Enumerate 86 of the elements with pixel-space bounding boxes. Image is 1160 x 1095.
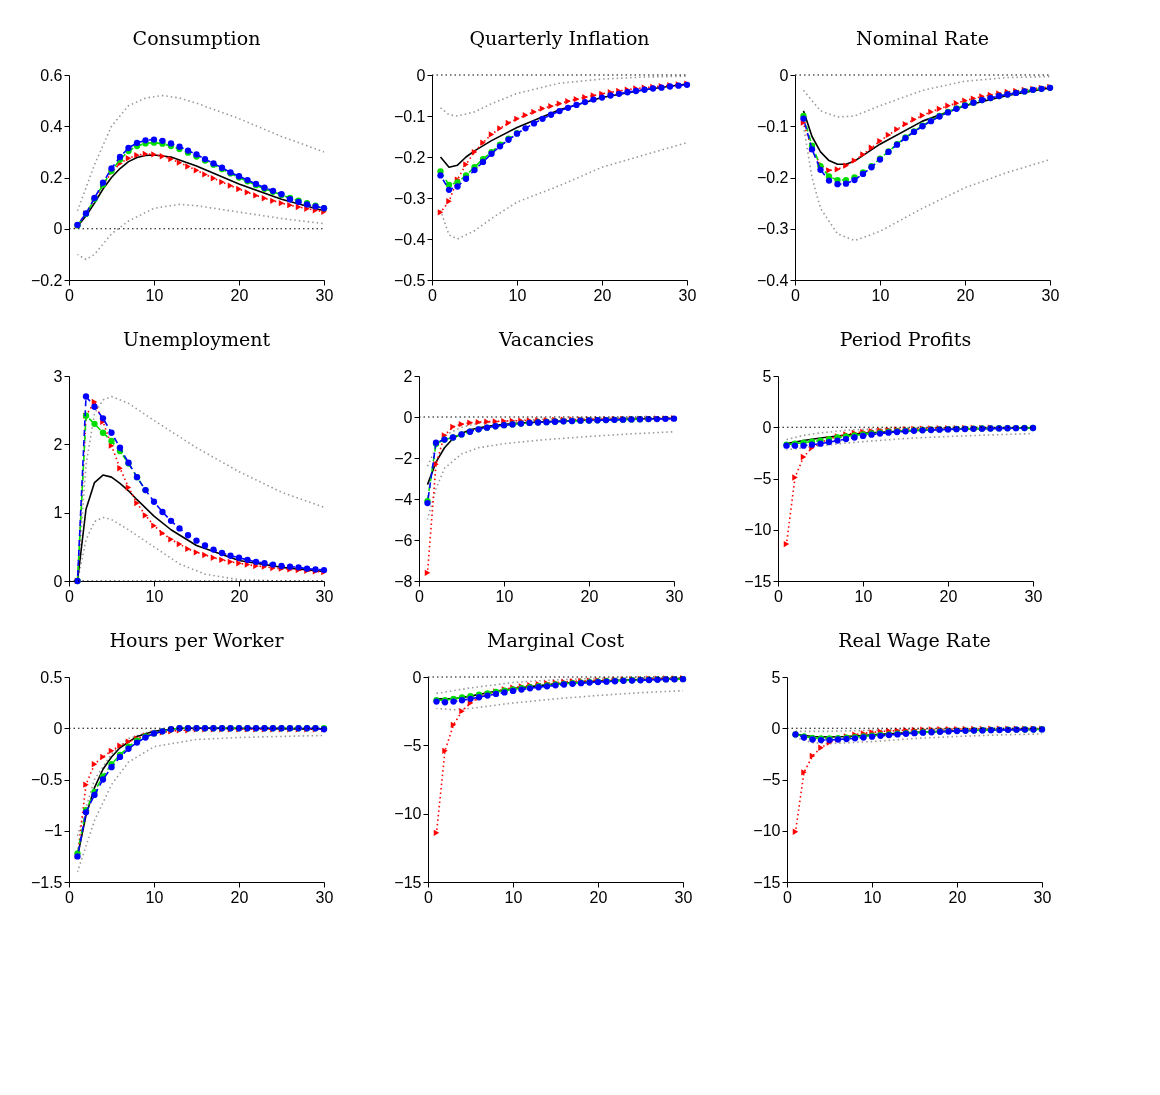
x-tick-label: 30 xyxy=(315,587,334,605)
y-tick-label: 5 xyxy=(771,668,781,686)
x-tick-label: 0 xyxy=(791,286,801,304)
y-tick-label: −5 xyxy=(762,771,781,788)
y-tick-label: −10 xyxy=(394,805,422,823)
x-tick-label: 10 xyxy=(145,888,164,906)
y-tick-label: −1 xyxy=(44,822,63,840)
y-tick-label: 1 xyxy=(53,504,63,522)
x-tick-label: 30 xyxy=(1033,888,1052,906)
y-tick-label: 0 xyxy=(771,719,781,737)
x-tick-label: 10 xyxy=(145,286,164,304)
y-tick-label: −0.2 xyxy=(756,169,789,186)
y-tick-label: 2 xyxy=(53,435,63,453)
x-tick-label: 10 xyxy=(145,587,164,605)
x-tick-label: 20 xyxy=(589,888,608,906)
y-tick-label: −4 xyxy=(394,490,413,508)
y-tick-label: −10 xyxy=(744,521,772,539)
y-tick-label: −5 xyxy=(403,736,422,754)
chart-title: Consumption xyxy=(132,27,261,49)
y-tick-label: 5 xyxy=(762,367,772,385)
x-tick-label: 30 xyxy=(315,888,334,906)
y-tick-label: −15 xyxy=(753,873,781,891)
y-tick-label: −15 xyxy=(744,572,772,590)
x-tick-label: 10 xyxy=(871,286,890,304)
y-tick-label: −8 xyxy=(394,572,413,590)
y-tick-label: 0 xyxy=(53,572,63,590)
x-tick-label: 10 xyxy=(863,888,882,906)
y-tick-label: 0.5 xyxy=(40,668,63,686)
y-tick-label: −0.2 xyxy=(30,271,63,289)
y-tick-label: 0 xyxy=(762,418,772,436)
y-tick-label: −6 xyxy=(394,531,413,549)
x-tick-label: 20 xyxy=(230,888,249,906)
x-tick-label: 30 xyxy=(315,286,334,304)
y-tick-label: 0 xyxy=(416,66,426,84)
x-tick-label: 20 xyxy=(956,286,975,304)
x-tick-label: 10 xyxy=(508,286,527,304)
chart-title: Vacancies xyxy=(497,328,595,350)
y-tick-label: 0.4 xyxy=(40,117,63,135)
y-tick-label: 0 xyxy=(412,668,422,686)
y-tick-label: −0.5 xyxy=(30,771,63,788)
x-tick-label: 30 xyxy=(1041,286,1060,304)
y-tick-label: −0.4 xyxy=(756,271,789,289)
y-tick-label: 0.6 xyxy=(40,66,63,84)
x-tick-label: 20 xyxy=(230,587,249,605)
x-tick-label: 30 xyxy=(678,286,697,304)
y-tick-label: −15 xyxy=(394,873,422,891)
x-tick-label: 0 xyxy=(65,587,75,605)
x-tick-label: 30 xyxy=(665,587,684,605)
y-tick-label: 0 xyxy=(779,66,789,84)
x-tick-label: 0 xyxy=(428,286,438,304)
x-tick-label: 30 xyxy=(674,888,693,906)
x-tick-label: 20 xyxy=(593,286,612,304)
y-tick-label: −0.3 xyxy=(756,220,789,238)
y-tick-label: −0.3 xyxy=(393,189,426,207)
x-tick-label: 20 xyxy=(939,587,958,605)
chart-title: Period Profits xyxy=(839,328,972,350)
x-tick-label: 20 xyxy=(580,587,599,605)
x-tick-label: 20 xyxy=(948,888,967,906)
chart-title: Real Wage Rate xyxy=(838,629,991,651)
chart-title: Nominal Rate xyxy=(856,27,989,49)
chart-title: Hours per Worker xyxy=(109,629,285,651)
x-tick-label: 10 xyxy=(495,587,514,605)
y-tick-label: −0.5 xyxy=(393,271,426,289)
y-tick-label: −2 xyxy=(394,449,413,467)
x-tick-label: 20 xyxy=(230,286,249,304)
x-tick-label: 10 xyxy=(504,888,523,906)
x-tick-label: 30 xyxy=(1024,587,1043,605)
y-tick-label: 3 xyxy=(53,367,63,385)
y-tick-label: −0.2 xyxy=(393,148,426,166)
chart-title: Quarterly Inflation xyxy=(469,27,650,49)
y-tick-label: −10 xyxy=(753,822,781,840)
y-tick-label: −0.1 xyxy=(393,107,426,125)
chart-title: Marginal Cost xyxy=(486,629,625,651)
chart-title: Unemployment xyxy=(122,328,271,350)
x-tick-label: 10 xyxy=(854,587,873,605)
y-tick-label: 0.2 xyxy=(40,169,63,186)
y-tick-label: 0 xyxy=(403,408,413,426)
y-tick-label: −5 xyxy=(753,470,772,487)
y-tick-label: −1.5 xyxy=(30,873,63,891)
y-tick-label: 2 xyxy=(403,367,413,385)
y-tick-label: 0 xyxy=(53,220,63,238)
y-tick-label: 0 xyxy=(53,719,63,737)
x-tick-label: 0 xyxy=(65,888,75,906)
x-tick-label: 0 xyxy=(65,286,75,304)
y-tick-label: −0.1 xyxy=(756,117,789,135)
y-tick-label: −0.4 xyxy=(393,230,426,248)
